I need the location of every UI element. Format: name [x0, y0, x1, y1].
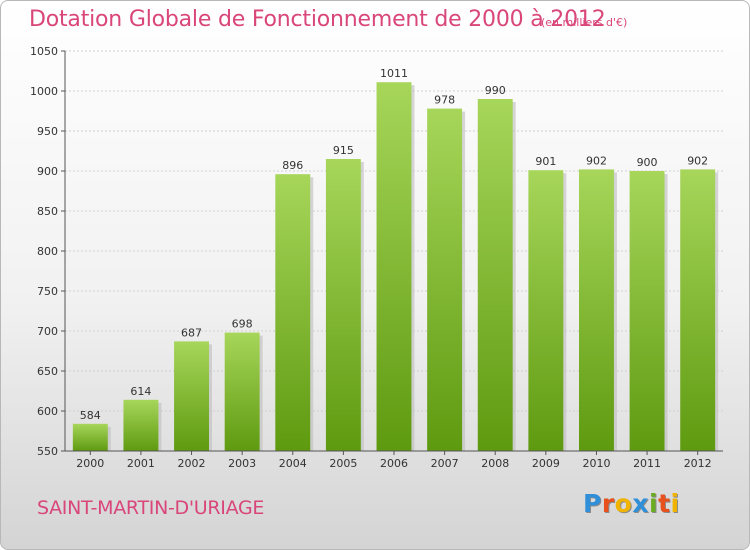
y-tick-label: 600 — [37, 405, 58, 418]
bar-2008 — [477, 99, 513, 451]
x-tick-label: 2006 — [380, 457, 408, 470]
x-tick-label: 2002 — [178, 457, 206, 470]
x-tick-label: 2009 — [532, 457, 560, 470]
y-tick-label: 700 — [37, 325, 58, 338]
x-tick-label: 2001 — [127, 457, 155, 470]
city-name: SAINT-MARTIN-D'URIAGE — [37, 497, 265, 519]
bar-value-label: 990 — [485, 84, 506, 97]
bar-2000 — [72, 423, 108, 451]
x-tick-label: 2005 — [329, 457, 357, 470]
bar-2002 — [174, 341, 210, 451]
bar-value-label: 896 — [282, 159, 303, 172]
x-tick-label: 2007 — [431, 457, 459, 470]
x-tick-label: 2008 — [481, 457, 509, 470]
x-tick-label: 2010 — [582, 457, 610, 470]
bar-2004 — [275, 174, 311, 451]
chart-title: Dotation Globale de Fonctionnement de 20… — [29, 7, 606, 32]
axes: 550 600 650 700 750 800 850 900 950 1000 1050 2000 2… — [30, 45, 723, 470]
x-tick-label: 2011 — [633, 457, 661, 470]
y-tick-label: 550 — [37, 445, 58, 458]
y-tick-label: 800 — [37, 245, 58, 258]
bar-2001 — [123, 399, 159, 451]
bars: 584 614 687 698 896 915 1011 978 990 901 902 900 902 — [72, 67, 719, 451]
y-tick-label: 750 — [37, 285, 58, 298]
x-tick-label: 2004 — [279, 457, 307, 470]
bar-2012 — [680, 169, 716, 451]
x-tick-label: 2003 — [228, 457, 256, 470]
bar-value-label: 1011 — [380, 67, 408, 80]
bar-value-label: 901 — [535, 155, 556, 168]
bar-2003 — [224, 332, 260, 451]
bar-value-label: 978 — [434, 94, 455, 107]
bar-2010 — [578, 169, 614, 451]
bar-2005 — [325, 159, 361, 451]
bar-2011 — [629, 171, 665, 451]
x-tick-label: 2012 — [684, 457, 712, 470]
y-tick-label: 900 — [37, 165, 58, 178]
y-tick-label: 950 — [37, 125, 58, 138]
bar-value-label: 902 — [687, 154, 708, 167]
bar-value-label: 900 — [637, 156, 658, 169]
y-tick-label: 1050 — [30, 45, 58, 58]
bar-value-label: 915 — [333, 144, 354, 157]
x-tick-label: 2000 — [76, 457, 104, 470]
bar-value-label: 687 — [181, 326, 202, 339]
chart-subtitle: (en milliers d'€) — [541, 16, 628, 29]
y-tick-label: 850 — [37, 205, 58, 218]
bar-2007 — [427, 108, 463, 451]
bar-value-label: 902 — [586, 154, 607, 167]
bar-2009 — [528, 170, 564, 451]
bar-value-label: 614 — [130, 385, 151, 398]
bar-value-label: 584 — [80, 409, 101, 422]
proxiti-logo: Proxiti — [583, 489, 680, 518]
y-tick-label: 650 — [37, 365, 58, 378]
bar-2006 — [376, 82, 412, 451]
bar-value-label: 698 — [232, 318, 253, 331]
y-tick-label: 1000 — [30, 85, 58, 98]
